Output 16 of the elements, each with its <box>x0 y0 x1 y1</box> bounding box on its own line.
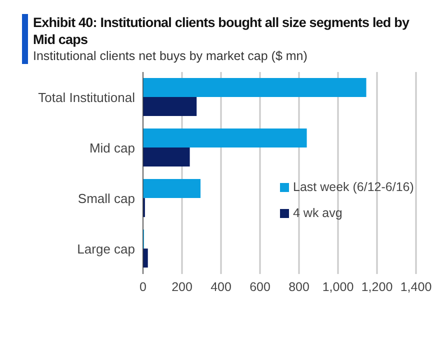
chart-subtitle: Institutional clients net buys by market cap ($ mn) <box>33 48 308 64</box>
chart-title: Exhibit 40: Institutional clients bought all size segments led by Mid caps <box>33 14 410 48</box>
y-tick-label: Mid cap <box>89 140 135 156</box>
legend-label: 4 wk avg <box>293 206 342 220</box>
x-tick-label: 600 <box>250 280 270 294</box>
y-tick-label: Total Institutional <box>38 90 136 105</box>
y-tick-label: Small cap <box>78 190 135 206</box>
x-tick-label: 800 <box>288 280 310 294</box>
x-tick-label: 200 <box>172 280 192 294</box>
x-tick-label: 0 <box>140 280 147 294</box>
y-tick-label: Large cap <box>77 241 135 256</box>
x-tick-label: 1,400 <box>400 280 432 294</box>
x-tick-label: 1,200 <box>361 280 393 294</box>
legend-label: Last week (6/12-6/16) <box>293 180 414 194</box>
x-tick-label: 400 <box>210 280 232 294</box>
x-tick-label: 1,000 <box>322 280 354 294</box>
